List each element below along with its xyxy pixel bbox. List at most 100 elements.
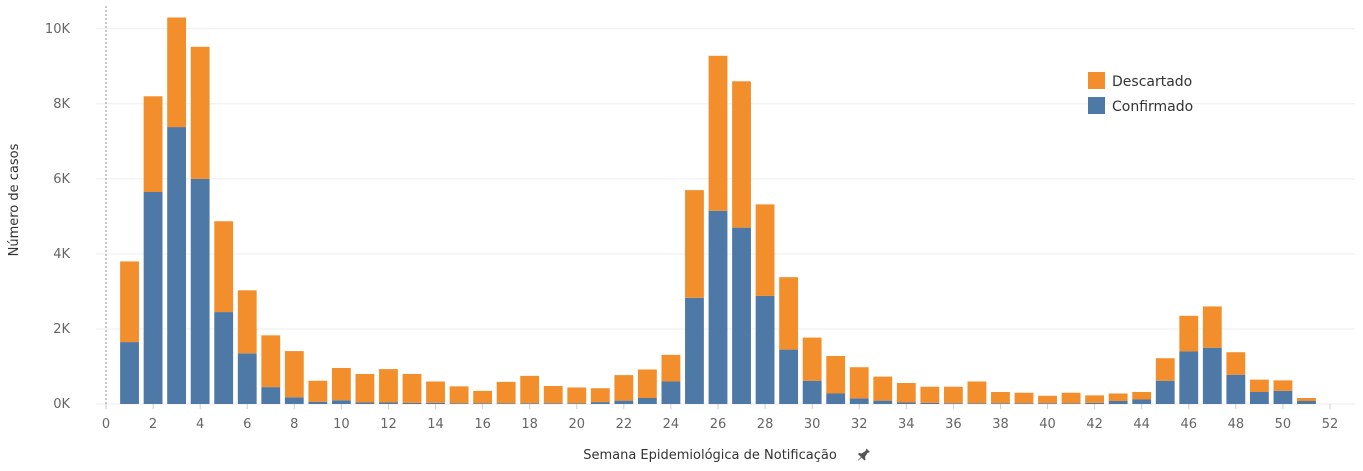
bar-descartado-week-45[interactable]	[1155, 358, 1175, 381]
bar-descartado-week-12[interactable]	[379, 369, 398, 403]
bar-descartado-week-30[interactable]	[802, 337, 822, 381]
bar-confirmado-week-49[interactable]	[1249, 391, 1269, 404]
bar-confirmado-week-30[interactable]	[802, 380, 822, 404]
bar-descartado-week-15[interactable]	[449, 386, 469, 404]
bar-descartado-week-38[interactable]	[991, 391, 1010, 404]
bar-descartado-week-17[interactable]	[496, 381, 516, 404]
bar-descartado-week-7[interactable]	[261, 335, 281, 388]
bar-descartado-week-11[interactable]	[355, 373, 375, 403]
bar-confirmado-week-5[interactable]	[214, 312, 234, 404]
bar-descartado-week-37[interactable]	[967, 381, 987, 404]
bar-confirmado-week-50[interactable]	[1273, 390, 1293, 404]
bar-confirmado-week-22[interactable]	[614, 400, 634, 404]
bar-confirmado-week-7[interactable]	[261, 387, 281, 404]
bar-descartado-week-2[interactable]	[143, 96, 163, 192]
bar-confirmado-week-29[interactable]	[779, 349, 799, 404]
bar-confirmado-week-44[interactable]	[1132, 399, 1152, 404]
bar-confirmado-week-2[interactable]	[143, 191, 163, 404]
bar-descartado-week-9[interactable]	[308, 380, 328, 402]
bar-descartado-week-28[interactable]	[755, 204, 775, 296]
bar-confirmado-week-23[interactable]	[637, 397, 657, 404]
bar-confirmado-week-26[interactable]	[708, 210, 728, 404]
bar-descartado-week-42[interactable]	[1085, 395, 1105, 403]
bar-confirmado-week-48[interactable]	[1226, 374, 1246, 404]
bar-confirmado-week-10[interactable]	[331, 400, 351, 404]
bar-confirmado-week-40[interactable]	[1038, 403, 1057, 404]
bar-confirmado-week-35[interactable]	[920, 402, 940, 404]
bar-descartado-week-39[interactable]	[1014, 392, 1034, 404]
bar-confirmado-week-42[interactable]	[1085, 402, 1105, 404]
bar-confirmado-week-14[interactable]	[426, 402, 445, 404]
bar-confirmado-week-11[interactable]	[355, 402, 375, 404]
bar-descartado-week-24[interactable]	[661, 354, 681, 382]
bar-descartado-week-18[interactable]	[520, 375, 540, 404]
bar-confirmado-week-9[interactable]	[308, 401, 328, 404]
bar-descartado-week-44[interactable]	[1132, 391, 1152, 400]
bar-confirmado-week-25[interactable]	[685, 297, 704, 404]
bar-descartado-week-41[interactable]	[1061, 392, 1081, 404]
bar-confirmado-week-1[interactable]	[120, 342, 139, 404]
bar-descartado-week-6[interactable]	[237, 290, 257, 354]
bar-confirmado-week-43[interactable]	[1108, 400, 1128, 404]
bar-descartado-week-25[interactable]	[685, 190, 704, 298]
bar-descartado-week-10[interactable]	[331, 367, 351, 401]
bar-descartado-week-40[interactable]	[1038, 395, 1057, 404]
bar-descartado-week-8[interactable]	[284, 351, 304, 398]
bar-descartado-week-49[interactable]	[1249, 379, 1269, 392]
bar-descartado-week-3[interactable]	[167, 17, 187, 128]
bar-descartado-week-26[interactable]	[708, 55, 728, 211]
bar-confirmado-week-19[interactable]	[543, 403, 563, 404]
bar-confirmado-week-28[interactable]	[755, 295, 775, 404]
bar-confirmado-week-36[interactable]	[943, 403, 963, 404]
bar-descartado-week-31[interactable]	[826, 355, 846, 394]
bar-descartado-week-51[interactable]	[1297, 397, 1316, 401]
bar-confirmado-week-33[interactable]	[873, 400, 893, 404]
bar-confirmado-week-38[interactable]	[991, 403, 1010, 404]
bar-confirmado-week-18[interactable]	[520, 403, 540, 404]
bar-confirmado-week-51[interactable]	[1297, 400, 1316, 404]
bar-confirmado-week-46[interactable]	[1179, 351, 1199, 404]
bar-descartado-week-46[interactable]	[1179, 315, 1199, 352]
bar-descartado-week-33[interactable]	[873, 376, 893, 401]
bar-descartado-week-23[interactable]	[637, 369, 657, 398]
bar-confirmado-week-15[interactable]	[449, 403, 469, 404]
bar-descartado-week-13[interactable]	[402, 373, 422, 403]
bar-confirmado-week-4[interactable]	[190, 178, 210, 404]
bar-descartado-week-48[interactable]	[1226, 352, 1246, 375]
bar-descartado-week-34[interactable]	[896, 382, 916, 403]
bar-confirmado-week-39[interactable]	[1014, 403, 1034, 404]
bar-confirmado-week-32[interactable]	[849, 398, 869, 404]
bar-descartado-week-27[interactable]	[732, 81, 751, 228]
bar-descartado-week-43[interactable]	[1108, 393, 1128, 401]
bar-descartado-week-4[interactable]	[190, 46, 210, 179]
bar-descartado-week-16[interactable]	[473, 390, 493, 404]
bar-confirmado-week-6[interactable]	[237, 353, 257, 404]
pin-icon[interactable]	[858, 446, 870, 461]
bar-confirmado-week-20[interactable]	[567, 403, 587, 404]
bar-confirmado-week-34[interactable]	[896, 402, 916, 404]
bar-descartado-week-32[interactable]	[849, 367, 869, 399]
bar-confirmado-week-21[interactable]	[590, 402, 610, 404]
bar-descartado-week-5[interactable]	[214, 221, 234, 313]
bar-descartado-week-1[interactable]	[120, 261, 139, 343]
bar-confirmado-week-37[interactable]	[967, 403, 987, 404]
bar-descartado-week-19[interactable]	[543, 385, 563, 404]
bar-confirmado-week-13[interactable]	[402, 402, 422, 404]
bar-confirmado-week-47[interactable]	[1202, 347, 1222, 404]
bar-descartado-week-22[interactable]	[614, 375, 634, 401]
bar-descartado-week-35[interactable]	[920, 386, 940, 403]
bar-confirmado-week-8[interactable]	[284, 397, 304, 404]
bar-confirmado-week-31[interactable]	[826, 393, 846, 404]
bar-descartado-week-29[interactable]	[779, 277, 799, 350]
bar-confirmado-week-41[interactable]	[1061, 403, 1081, 404]
bar-descartado-week-21[interactable]	[590, 388, 610, 403]
bar-descartado-week-47[interactable]	[1202, 306, 1222, 348]
bar-confirmado-week-12[interactable]	[379, 402, 398, 404]
bar-descartado-week-14[interactable]	[426, 381, 445, 403]
bar-confirmado-week-27[interactable]	[732, 227, 751, 404]
bar-descartado-week-50[interactable]	[1273, 380, 1293, 391]
bar-confirmado-week-24[interactable]	[661, 381, 681, 404]
bar-descartado-week-20[interactable]	[567, 387, 587, 404]
bar-confirmado-week-16[interactable]	[473, 403, 493, 404]
bar-confirmado-week-17[interactable]	[496, 403, 516, 404]
